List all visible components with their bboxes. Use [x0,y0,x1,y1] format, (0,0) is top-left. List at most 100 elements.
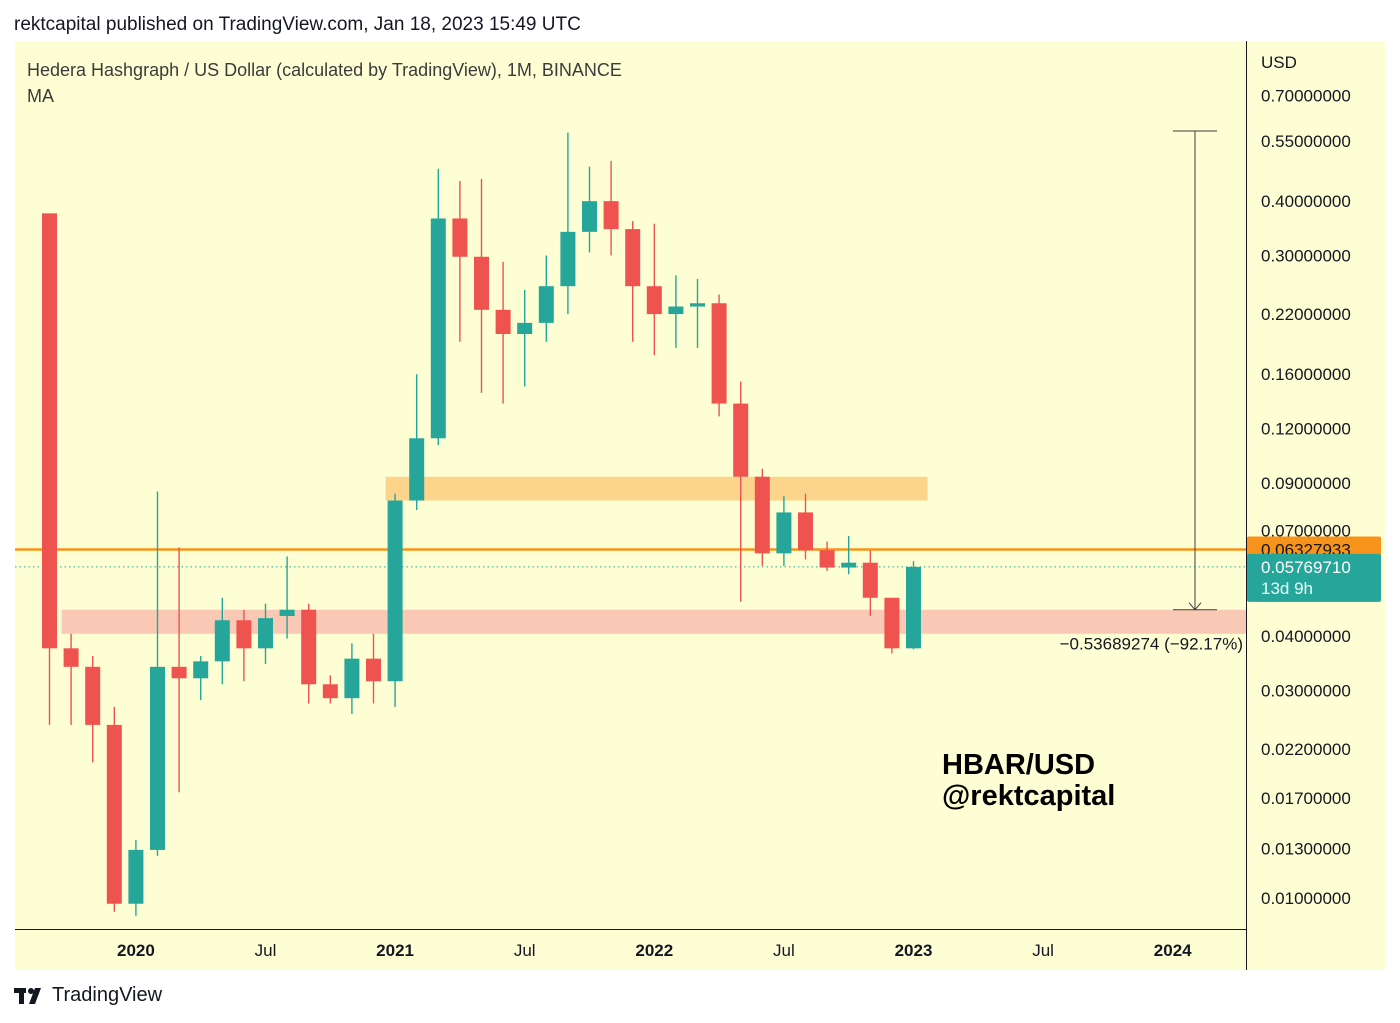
candle-body [517,322,533,334]
indicator-label[interactable]: MA [27,86,54,106]
candle [495,261,511,404]
candle-body [344,658,360,699]
candle [668,275,684,348]
candle [711,294,727,417]
candle [366,633,381,704]
candle-body [798,512,813,551]
tradingview-footer[interactable]: TradingView [14,984,162,1007]
orange-resistance-zone [385,476,928,501]
price-tick-label: 0.03000000 [1261,681,1351,700]
last-price-label: 0.05769710 [1261,558,1351,577]
candle [301,603,317,704]
candle-body [906,566,921,649]
candle [582,166,597,253]
candle-body [690,303,705,307]
price-tick-label: 0.01000000 [1261,889,1351,908]
candle-body [452,218,468,257]
candle-body [171,666,187,679]
chart-area[interactable]: −0.53689274 (−92.17%) USD 0.70000000 0.5500… [15,41,1385,970]
candle-body [42,213,57,649]
measure-label: −0.53689274 (−92.17%) [1060,635,1243,654]
countdown-label: 13d 9h [1261,579,1313,598]
time-tick-label: 2023 [895,941,933,960]
price-tick-label: 0.02200000 [1261,740,1351,759]
candle [646,223,662,356]
candle [236,609,252,682]
candle-body [63,648,79,667]
candle-body [430,218,446,439]
price-tick-label: 0.07000000 [1261,521,1351,540]
candle-body [668,306,684,315]
candle [733,381,749,602]
symbol-description: Hedera Hashgraph / US Dollar (calculated… [27,60,622,80]
time-tick-label: Jul [514,941,536,960]
price-tick-label: 0.01700000 [1261,789,1351,808]
candle-body [474,256,489,310]
candle [841,535,857,575]
candle [193,656,209,701]
candle-body [560,231,576,287]
candle [452,181,468,342]
time-tick-label: 2022 [635,941,673,960]
candle-body [193,661,209,679]
plot-group [15,130,1246,916]
candle [344,643,360,714]
time-tick-label: 2024 [1154,941,1192,960]
candle [42,213,57,725]
candle-body [711,303,727,404]
candle [754,468,770,566]
candle [85,656,101,763]
candle-body [538,286,554,323]
candle-body [646,286,662,315]
candle [322,675,338,704]
candle-body [841,562,857,568]
candle [906,561,921,650]
candle [884,597,900,654]
time-tick-label: Jul [1032,941,1054,960]
candle [279,556,295,639]
candle [603,160,619,256]
candle [625,221,641,342]
price-tick-label: 0.70000000 [1261,86,1351,105]
time-tick-label: Jul [255,941,277,960]
chart-info: Hedera Hashgraph / US Dollar (calculated… [27,57,622,109]
price-tick-label: 0.12000000 [1261,420,1351,439]
candle [819,541,835,571]
watermark: HBAR/USD @rektcapital [942,750,1115,812]
time-tick-label: 2020 [117,941,155,960]
candle-body [366,658,381,682]
candle [798,493,813,560]
candle-body [819,550,835,568]
price-tick-label: 0.22000000 [1261,305,1351,324]
candle [214,597,230,685]
candlestick-chart[interactable]: −0.53689274 (−92.17%) USD 0.70000000 0.5500… [15,41,1385,970]
candle-body [236,620,252,649]
candle-body [884,597,900,649]
candle [776,495,792,566]
candle-body [106,724,122,904]
publisher-header: rektcapital published on TradingView.com… [14,14,581,35]
last-price-badge [1247,553,1381,602]
candle [690,278,705,348]
candle-body [258,618,273,649]
candle [171,547,187,793]
tradingview-brand: TradingView [52,984,163,1006]
price-tick-label: 0.01300000 [1261,839,1351,858]
candle [258,603,273,665]
price-tick-label: 0.16000000 [1261,365,1351,384]
candle [430,168,446,446]
candle-body [582,201,597,232]
time-tick-label: Jul [773,941,795,960]
candle [387,493,403,707]
watermark-pair: HBAR/USD [942,749,1096,781]
candle [560,132,576,315]
tradingview-logo-icon [14,987,41,1004]
price-tick-label: 0.04000000 [1261,627,1351,646]
candle-body [776,512,792,554]
candle-body [150,666,165,850]
candle-body [733,403,749,477]
candle [517,289,533,387]
candle-body [625,229,641,287]
candle [150,491,165,856]
price-tick-label: 0.30000000 [1261,247,1351,266]
